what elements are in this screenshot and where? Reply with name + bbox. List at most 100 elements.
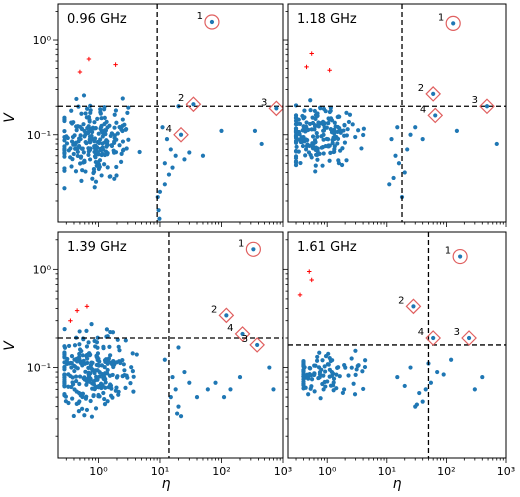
data-point <box>164 136 170 142</box>
y-tick-label: 10⁻¹ <box>27 362 51 375</box>
data-point <box>321 373 326 378</box>
data-point <box>88 398 93 404</box>
data-point <box>100 141 105 146</box>
data-point <box>347 112 353 117</box>
data-point <box>228 387 233 392</box>
highlight-diamond <box>249 337 265 353</box>
data-point <box>64 141 70 146</box>
data-point <box>332 131 337 136</box>
data-point <box>312 389 317 394</box>
data-point <box>74 378 79 384</box>
highlight-point <box>224 313 229 318</box>
highlight-point <box>433 113 438 118</box>
data-point <box>100 134 105 139</box>
data-point <box>74 96 79 102</box>
data-point <box>316 121 321 127</box>
data-point <box>62 186 67 191</box>
highlight-label: 2 <box>178 93 184 104</box>
data-point <box>111 150 117 155</box>
data-point <box>312 108 317 114</box>
data-point <box>97 140 102 146</box>
data-point <box>91 393 96 399</box>
data-point <box>395 374 400 380</box>
data-point <box>342 122 347 128</box>
data-point <box>89 129 94 134</box>
data-point <box>359 146 364 151</box>
data-point <box>93 406 99 411</box>
highlight-point <box>451 21 456 26</box>
data-point <box>350 122 355 127</box>
data-point <box>417 390 422 396</box>
data-point <box>173 153 178 158</box>
plot-area <box>288 232 506 458</box>
data-point <box>294 144 299 149</box>
data-point <box>101 390 106 396</box>
data-point <box>200 153 206 158</box>
data-point <box>85 360 90 366</box>
data-point <box>118 159 124 164</box>
data-point <box>111 358 116 364</box>
highlight-label: 3 <box>454 327 460 338</box>
x-tick-label: 10¹ <box>378 465 396 478</box>
data-point <box>93 344 98 349</box>
data-point <box>313 363 318 368</box>
data-point <box>99 116 104 121</box>
data-point <box>118 360 123 366</box>
data-point <box>62 166 67 171</box>
data-point <box>331 135 336 140</box>
highlight-label: 4 <box>166 124 172 135</box>
data-point <box>162 182 167 187</box>
highlight-diamond <box>185 96 202 113</box>
data-point <box>62 138 67 143</box>
data-point <box>86 152 91 157</box>
data-point <box>92 120 97 125</box>
data-point <box>454 128 459 133</box>
data-point <box>77 342 82 347</box>
data-point <box>66 400 71 406</box>
data-point <box>83 139 88 145</box>
outlier-point <box>84 304 90 309</box>
x-axis-label-right: η <box>393 476 402 492</box>
data-point <box>125 110 130 115</box>
data-point <box>94 340 100 345</box>
data-point <box>301 368 306 373</box>
data-point <box>162 161 167 166</box>
data-point <box>111 364 116 370</box>
data-point <box>98 107 103 112</box>
data-point <box>112 125 117 130</box>
data-point <box>296 117 301 122</box>
data-point <box>109 143 114 148</box>
data-point <box>480 374 485 380</box>
data-point <box>114 120 119 125</box>
data-point <box>313 169 318 174</box>
panel-3: 1 2 34 10⁰ 10¹ 10² 10³ 10⁰ 10⁻¹ 1.39 GHz <box>27 231 292 478</box>
highlight-label: 1 <box>438 12 444 23</box>
data-point <box>70 134 76 140</box>
panel-frame <box>287 3 507 223</box>
highlight-label: 4 <box>418 327 424 338</box>
data-point <box>91 170 96 176</box>
data-point <box>82 413 87 418</box>
data-point <box>71 382 76 387</box>
data-point <box>77 329 82 334</box>
data-point <box>108 353 113 358</box>
data-point <box>84 382 89 387</box>
data-point <box>408 132 413 137</box>
data-point <box>79 111 84 116</box>
x-tick-label: 10³ <box>497 465 515 478</box>
data-point <box>92 126 97 131</box>
data-point <box>116 344 121 349</box>
data-point <box>75 149 80 154</box>
data-point <box>93 144 98 149</box>
data-point <box>168 395 173 400</box>
data-point <box>96 131 101 136</box>
data-point <box>449 357 454 362</box>
data-point <box>310 141 315 146</box>
data-point <box>219 128 224 133</box>
data-point <box>396 161 402 166</box>
data-point <box>300 143 306 149</box>
data-point <box>362 364 368 370</box>
data-point <box>293 140 299 145</box>
data-point <box>337 126 342 131</box>
data-point <box>119 127 124 132</box>
